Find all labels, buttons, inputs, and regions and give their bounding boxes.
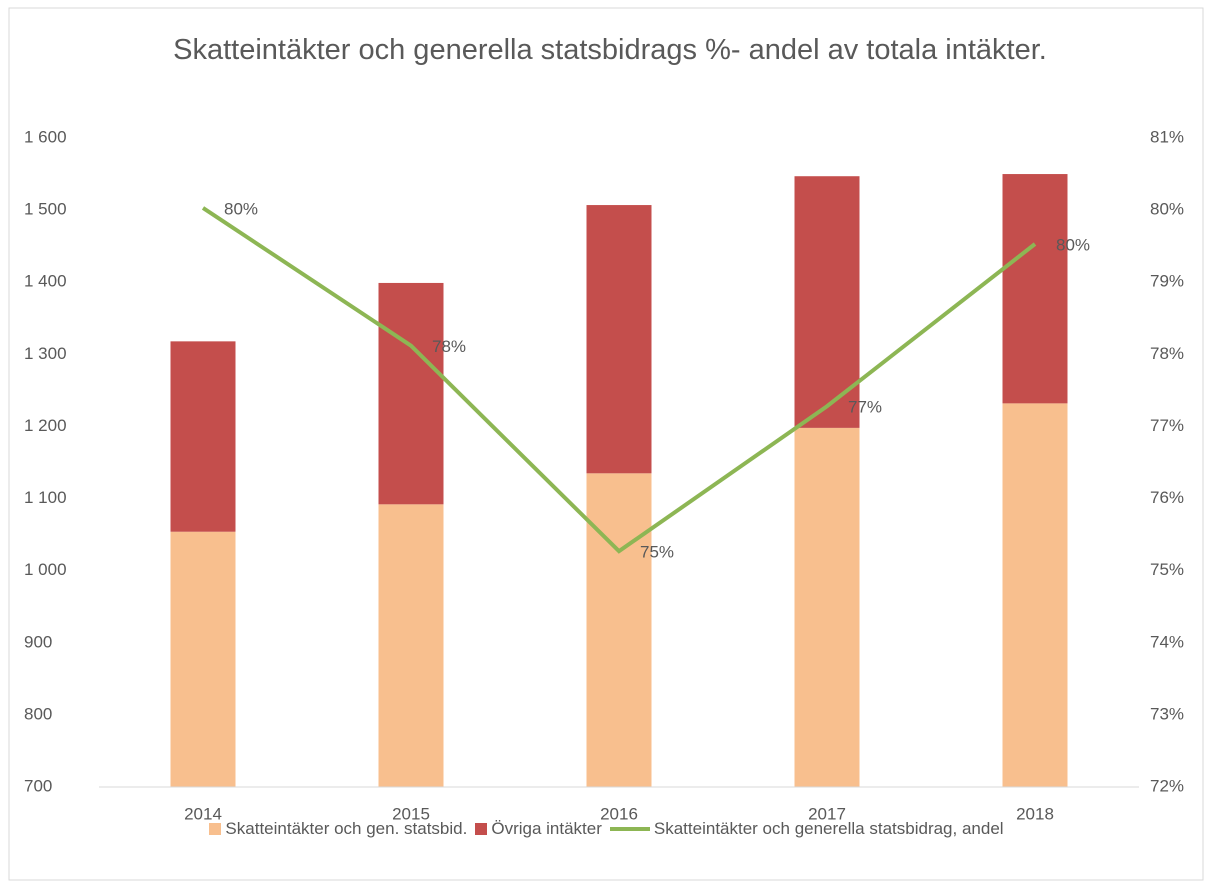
bar <box>794 427 860 787</box>
y2-tick-label: 78% <box>1150 344 1184 363</box>
y-tick-label: 1 600 <box>24 127 67 146</box>
y2-tick-label: 72% <box>1150 776 1184 795</box>
legend-swatch <box>475 823 488 835</box>
x-tick-label: 2015 <box>392 804 430 823</box>
y2-tick-label: 75% <box>1150 560 1184 579</box>
bar <box>170 341 236 532</box>
legend-swatch <box>609 827 650 831</box>
data-label: 80% <box>224 199 258 218</box>
y-tick-label: 1 500 <box>24 200 67 219</box>
y2-tick-label: 81% <box>1150 127 1184 146</box>
x-tick-label: 2016 <box>600 804 638 823</box>
bar <box>794 176 860 428</box>
bar <box>1002 403 1068 787</box>
y-tick-label: 1 200 <box>24 416 67 435</box>
bar <box>378 282 444 505</box>
legend: Skatteintäkter och gen. statsbid. Övriga … <box>0 819 1213 839</box>
legend-label: Övriga intäkter <box>491 819 602 838</box>
data-label: 77% <box>848 398 882 417</box>
y-tick-label: 1 400 <box>24 272 67 291</box>
x-tick-label: 2014 <box>184 804 222 823</box>
bar <box>586 473 652 787</box>
y-tick-label: 1 100 <box>24 488 67 507</box>
legend-swatch <box>209 823 222 835</box>
y-tick-label: 1 300 <box>24 344 67 363</box>
x-tick-label: 2018 <box>1016 804 1054 823</box>
y-tick-label: 700 <box>24 776 52 795</box>
bar <box>586 205 652 474</box>
y-tick-label: 1 000 <box>24 560 67 579</box>
legend-label: Skatteintäkter och generella statsbidrag… <box>653 819 1004 838</box>
bar <box>1002 174 1068 404</box>
y2-tick-label: 73% <box>1150 704 1184 723</box>
y-tick-label: 900 <box>24 632 52 651</box>
y-tick-label: 800 <box>24 704 52 723</box>
y2-tick-label: 79% <box>1150 272 1184 291</box>
bar <box>170 531 236 787</box>
data-label: 78% <box>432 337 466 356</box>
data-label: 80% <box>1056 235 1090 254</box>
legend-item: Övriga intäkter <box>475 819 602 839</box>
data-label: 75% <box>640 543 674 562</box>
legend-item: Skatteintäkter och generella statsbidrag… <box>609 819 1004 839</box>
y2-tick-label: 80% <box>1150 200 1184 219</box>
y2-tick-label: 74% <box>1150 632 1184 651</box>
legend-label: Skatteintäkter och gen. statsbid. <box>225 819 468 838</box>
legend-item: Skatteintäkter och gen. statsbid. <box>209 819 467 839</box>
y2-tick-label: 76% <box>1150 488 1184 507</box>
x-tick-label: 2017 <box>808 804 846 823</box>
chart-title: Skatteintäkter och generella statsbidrag… <box>173 34 1047 66</box>
y2-tick-label: 77% <box>1150 416 1184 435</box>
line <box>201 206 1037 554</box>
bar <box>378 504 444 787</box>
